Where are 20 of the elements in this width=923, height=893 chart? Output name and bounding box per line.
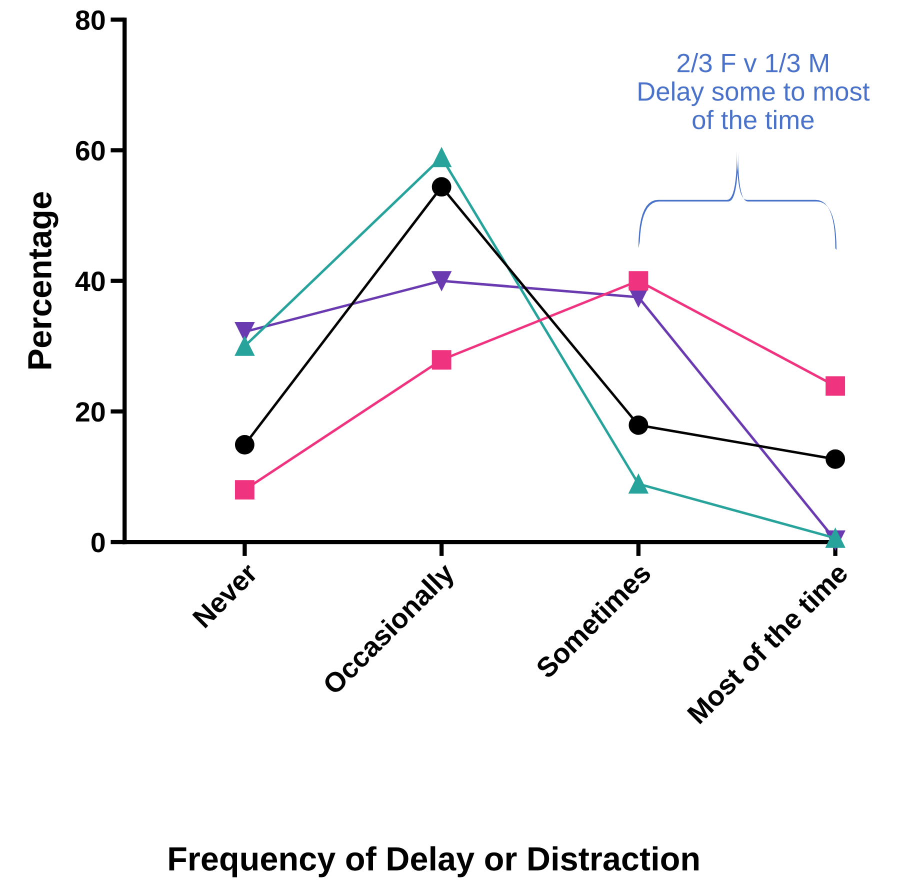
point [234, 336, 254, 356]
point [234, 480, 254, 500]
point [432, 177, 452, 197]
x-axis-title: Frequency of Delay or Distraction [169, 846, 698, 878]
point [432, 271, 452, 291]
point [432, 148, 452, 168]
y-axis-title: Percentage [28, 192, 58, 368]
y-tick-label: 60 [76, 140, 105, 161]
y-tick-label: 0 [92, 532, 105, 552]
y-tick-label: 40 [75, 272, 105, 292]
y-tick-label: 80 [76, 10, 105, 30]
point [628, 474, 648, 494]
point [234, 435, 254, 454]
point [628, 415, 648, 435]
point [628, 271, 648, 291]
point [432, 350, 452, 370]
point [826, 376, 846, 396]
y-tick-label: 20 [76, 402, 105, 422]
point [826, 449, 846, 469]
annotation: 2/3 F v 1/3 M Delay some to most of the time [638, 53, 870, 130]
